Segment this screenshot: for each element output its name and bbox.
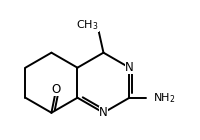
Text: NH$_2$: NH$_2$ (153, 91, 175, 105)
Text: N: N (99, 106, 108, 119)
Text: O: O (51, 83, 61, 96)
Text: CH$_3$: CH$_3$ (76, 18, 99, 32)
Text: N: N (125, 61, 134, 74)
